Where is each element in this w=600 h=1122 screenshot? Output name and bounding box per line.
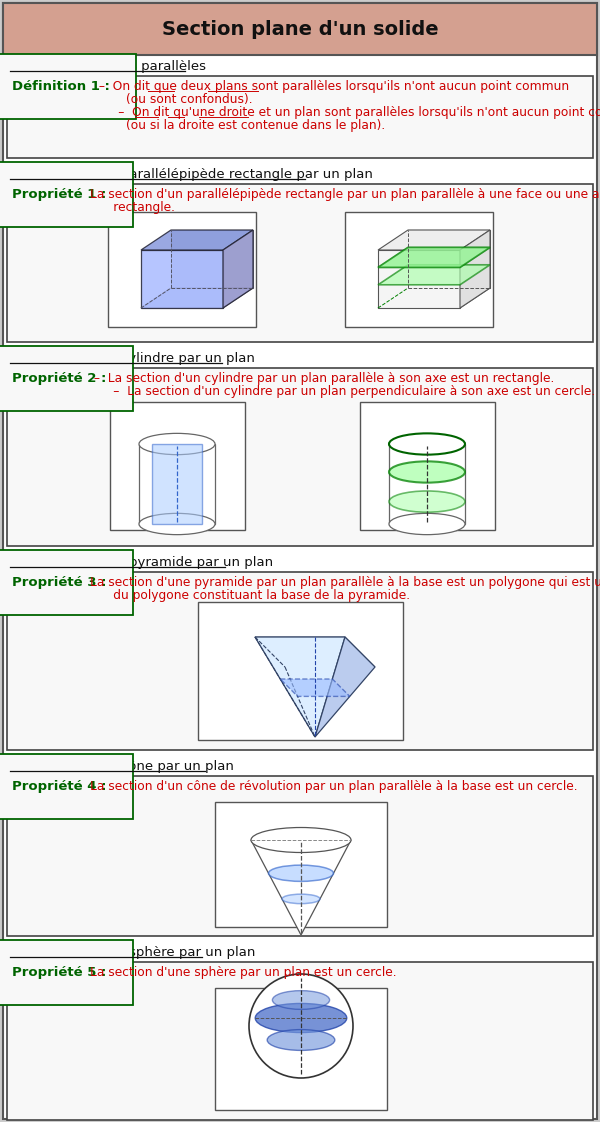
Bar <box>198 603 403 741</box>
Bar <box>7 776 593 936</box>
Ellipse shape <box>389 461 465 482</box>
Text: Définition 1 :: Définition 1 : <box>12 80 110 93</box>
Text: –  La section d'un cylindre par un plan perpendiculaire à son axe est un cercle.: – La section d'un cylindre par un plan p… <box>90 385 595 398</box>
Text: 6 – Section d'une sphère par un plan: 6 – Section d'une sphère par un plan <box>10 946 256 959</box>
Bar <box>152 444 202 524</box>
Bar <box>7 962 593 1120</box>
Ellipse shape <box>389 514 465 535</box>
Ellipse shape <box>272 991 329 1010</box>
Text: Propriété 5 :: Propriété 5 : <box>12 966 106 980</box>
Text: 5 – Section d'un cône par un plan: 5 – Section d'un cône par un plan <box>10 760 234 773</box>
Ellipse shape <box>269 865 334 882</box>
Ellipse shape <box>139 433 215 454</box>
Text: du polygone constituant la base de la pyramide.: du polygone constituant la base de la py… <box>90 589 410 603</box>
Text: (ou sont confondus).: (ou sont confondus). <box>95 93 253 105</box>
Bar <box>7 572 593 749</box>
Bar <box>345 212 493 327</box>
Text: Propriété 1 :: Propriété 1 : <box>12 188 106 201</box>
Ellipse shape <box>139 514 215 535</box>
Bar <box>389 444 465 524</box>
Bar <box>7 368 593 546</box>
Text: Propriété 3 :: Propriété 3 : <box>12 576 107 589</box>
Polygon shape <box>141 230 253 250</box>
Text: 4 – Section d'une pyramide par un plan: 4 – Section d'une pyramide par un plan <box>10 557 273 569</box>
Bar <box>110 402 245 530</box>
Ellipse shape <box>267 1030 335 1050</box>
Text: 2 – Section d'un parallélépipède rectangle par un plan: 2 – Section d'un parallélépipède rectang… <box>10 168 373 181</box>
Text: Propriété 2 :: Propriété 2 : <box>12 373 106 385</box>
Text: rectangle.: rectangle. <box>90 201 175 214</box>
Polygon shape <box>255 637 375 666</box>
Polygon shape <box>251 840 351 935</box>
Polygon shape <box>408 230 490 288</box>
Polygon shape <box>280 679 350 697</box>
Text: 3 – Section d'un cylindre par un plan: 3 – Section d'un cylindre par un plan <box>10 352 255 365</box>
Ellipse shape <box>255 1003 347 1032</box>
Text: La section d'un cône de révolution par un plan parallèle à la base est un cercle: La section d'un cône de révolution par u… <box>90 780 578 793</box>
Text: –  La section d'un cylindre par un plan parallèle à son axe est un rectangle.: – La section d'un cylindre par un plan p… <box>90 373 554 385</box>
Bar <box>215 988 387 1110</box>
Bar <box>215 802 387 927</box>
Polygon shape <box>315 637 375 737</box>
Bar <box>139 444 215 524</box>
Polygon shape <box>141 250 223 309</box>
Bar <box>7 76 593 158</box>
Text: –  On dit que deux plans sont parallèles lorsqu'ils n'ont aucun point commun: – On dit que deux plans sont parallèles … <box>95 80 569 93</box>
Circle shape <box>249 974 353 1078</box>
Bar <box>7 184 593 342</box>
Text: La section d'une pyramide par un plan parallèle à la base est un polygone qui es: La section d'une pyramide par un plan pa… <box>90 576 600 589</box>
Polygon shape <box>378 230 490 250</box>
Polygon shape <box>378 247 490 267</box>
Polygon shape <box>223 230 253 309</box>
Polygon shape <box>171 230 253 288</box>
Text: Section plane d'un solide: Section plane d'un solide <box>161 19 439 38</box>
Polygon shape <box>460 230 490 309</box>
Polygon shape <box>378 250 460 309</box>
Text: Propriété 4 :: Propriété 4 : <box>12 780 107 793</box>
Bar <box>3 3 597 55</box>
Text: La section d'une sphère par un plan est un cercle.: La section d'une sphère par un plan est … <box>90 966 397 980</box>
Ellipse shape <box>251 828 351 853</box>
Ellipse shape <box>282 894 320 903</box>
Text: 1 – Plans et droites parallèles: 1 – Plans et droites parallèles <box>10 59 206 73</box>
Polygon shape <box>141 288 253 309</box>
Polygon shape <box>378 265 490 285</box>
Polygon shape <box>378 288 490 309</box>
Bar <box>108 212 256 327</box>
Ellipse shape <box>389 433 465 454</box>
Text: La section d'un parallélépipède rectangle par un plan parallèle à une face ou un: La section d'un parallélépipède rectangl… <box>90 188 600 201</box>
Polygon shape <box>255 637 345 737</box>
Bar <box>360 402 495 530</box>
Text: –  On dit qu'une droite et un plan sont parallèles lorsqu'ils n'ont aucun point : – On dit qu'une droite et un plan sont p… <box>95 105 600 119</box>
Ellipse shape <box>389 491 465 513</box>
Polygon shape <box>378 247 490 267</box>
Text: (ou si la droite est contenue dans le plan).: (ou si la droite est contenue dans le pl… <box>95 119 385 132</box>
